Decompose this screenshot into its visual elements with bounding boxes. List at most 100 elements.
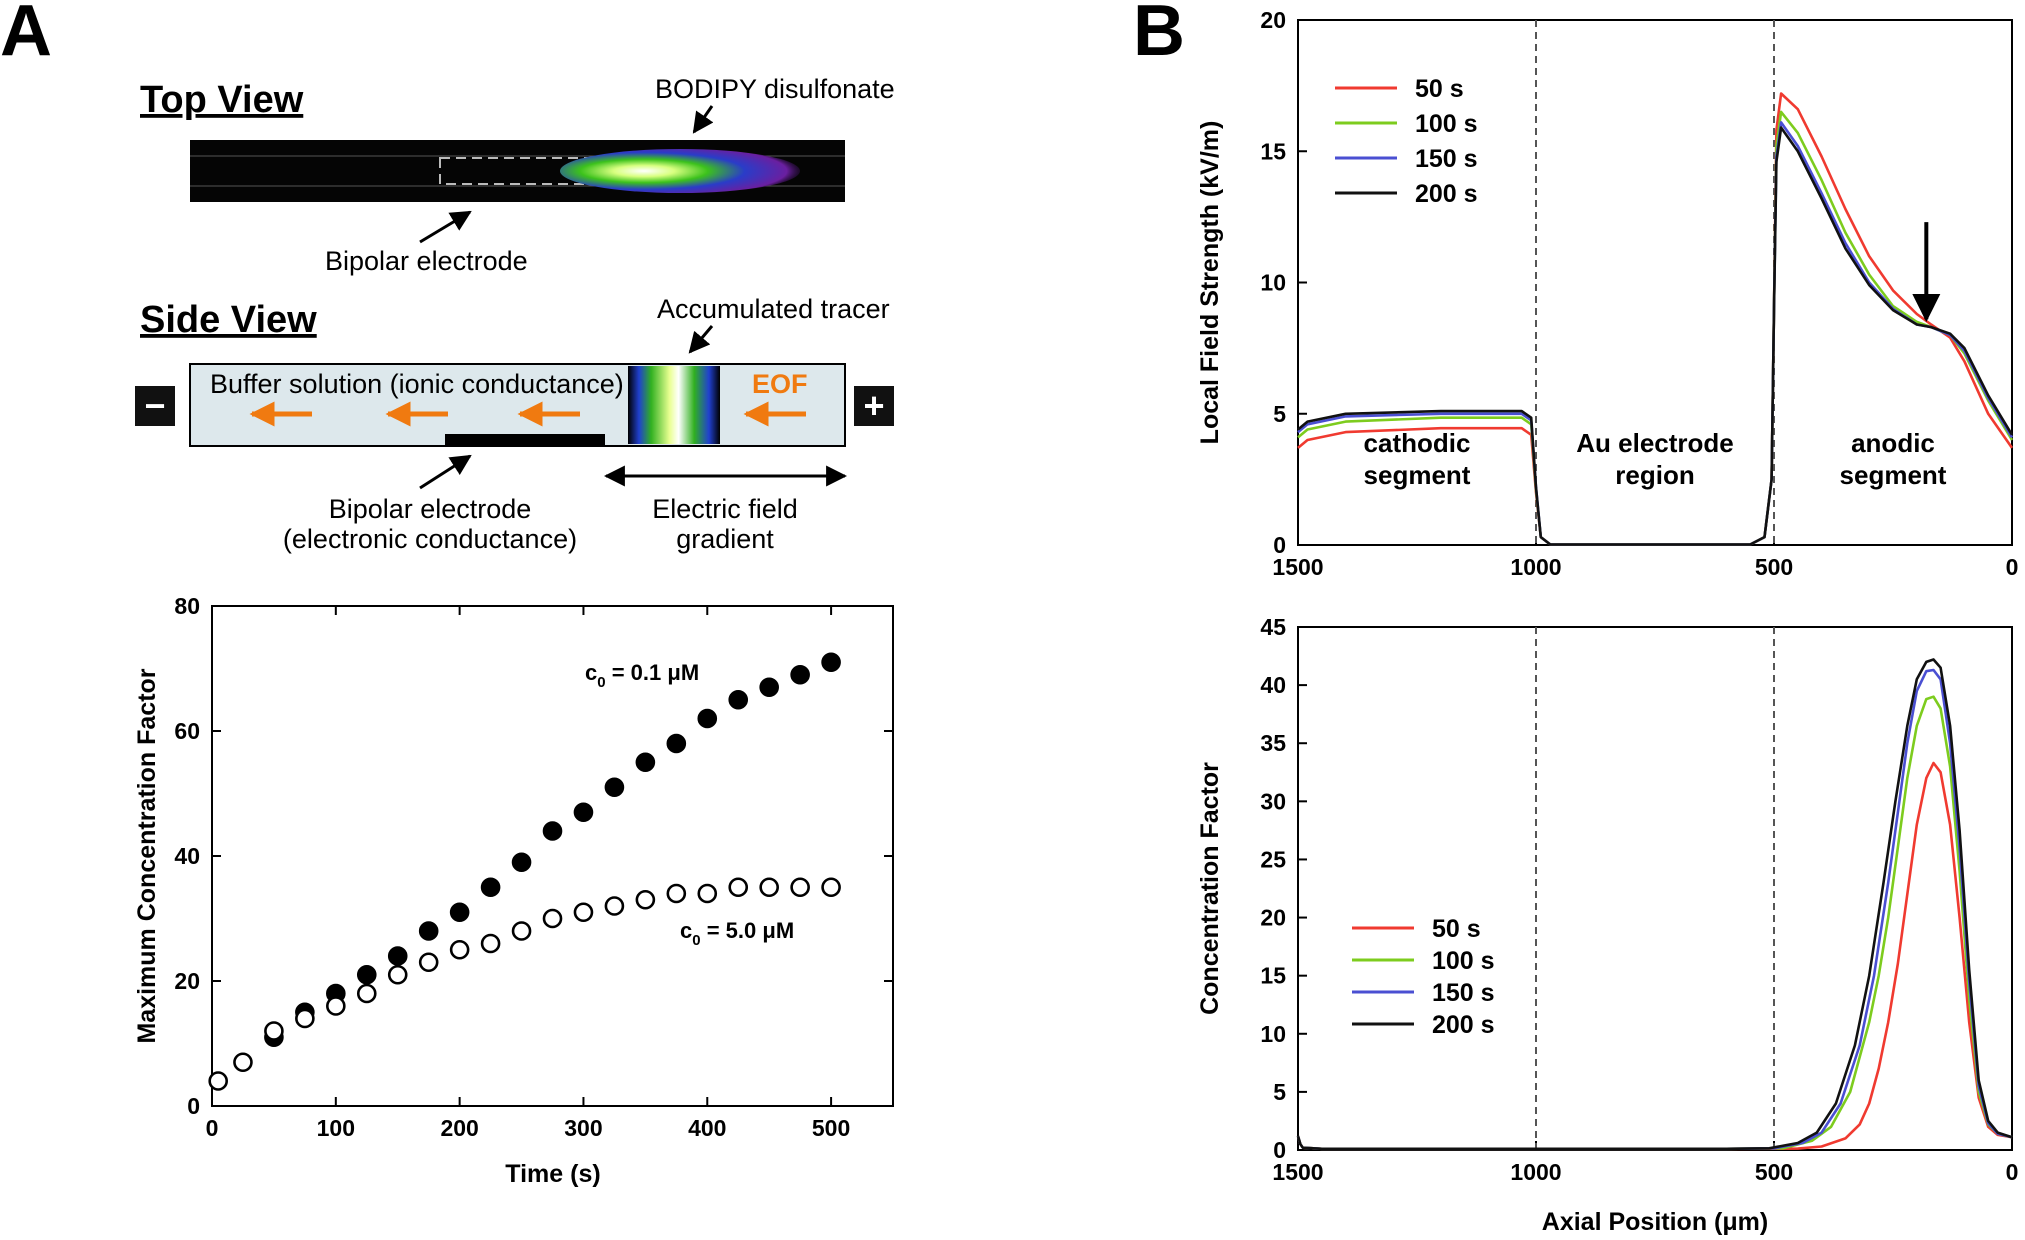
panel-letter-b: B <box>1133 0 1185 71</box>
data-point <box>542 821 563 841</box>
bodipy-arrow <box>692 105 714 134</box>
data-point <box>759 677 779 698</box>
field-strength-chart: 1500 1000 500 0 0 5 10 15 20 Local Field Strength… <box>1196 7 2018 580</box>
data-point <box>790 877 810 898</box>
panel-letter-a: A <box>0 0 52 71</box>
x-tick-label: 500 <box>1755 1159 1793 1185</box>
y-tick-label: 0 <box>1273 532 1286 558</box>
data-point <box>635 752 656 773</box>
minus-terminal <box>135 386 175 426</box>
x-tick-label: 400 <box>688 1115 726 1141</box>
bodipy-label: BODIPY disulfonate <box>655 74 895 104</box>
accumulated-arrow <box>688 325 714 354</box>
top-view-title: Top View <box>140 79 304 121</box>
data-point <box>821 652 841 673</box>
series-label: c0 = 0.1 μM <box>585 660 699 691</box>
x-tick-label: 0 <box>2006 1159 2019 1185</box>
data-point <box>449 902 470 923</box>
x-axis-title: Time (s) <box>505 1160 600 1188</box>
data-point <box>233 1052 253 1073</box>
data-point <box>759 877 779 898</box>
bipolar-top-arrow <box>419 210 472 244</box>
accumulated-tracer-band <box>628 366 720 444</box>
x-tick-label: 500 <box>812 1115 850 1141</box>
data-point <box>728 689 749 710</box>
data-point <box>480 933 501 954</box>
bipolar-side-label-1: Bipolar electrode <box>329 494 532 524</box>
region-label: region <box>1615 460 1694 490</box>
max-concentration-chart: 0 100 200 300 400 500 0 20 40 60 80 Time (s) Maximum… <box>133 593 894 1188</box>
series-line-200s <box>1297 126 2014 546</box>
series-line-200s <box>1296 658 2013 1151</box>
bipolar-electrode-side <box>445 434 605 446</box>
plot-frame <box>1297 626 2013 1151</box>
y-tick-label: 20 <box>174 968 200 994</box>
data-point <box>326 996 346 1016</box>
data-point <box>697 708 718 729</box>
data-point <box>697 883 718 904</box>
data-point <box>356 964 377 985</box>
y-tick-label: 0 <box>1273 1137 1286 1163</box>
y-axis-title: Local Field Strength (kV/m) <box>1196 121 1224 445</box>
y-tick-label: 40 <box>1260 672 1286 698</box>
plot-frame <box>211 605 894 1107</box>
y-tick-label: 15 <box>1260 138 1286 164</box>
series-c0-5.0uM <box>208 877 841 1091</box>
data-point <box>449 939 470 960</box>
y-tick-label: 45 <box>1260 614 1286 640</box>
y-tick-label: 25 <box>1260 846 1286 872</box>
data-point <box>728 877 749 898</box>
legend-label: 50 s <box>1432 915 1481 943</box>
data-point <box>604 777 625 798</box>
x-tick-label: 100 <box>317 1115 355 1141</box>
data-point <box>635 889 656 910</box>
y-tick-label: 20 <box>1260 7 1286 33</box>
x-axis-title: Axial Position (μm) <box>1542 1208 1768 1236</box>
x-tick-label: 200 <box>440 1115 478 1141</box>
side-view-diagram: Side View Accumulated tracer Buffer solu… <box>135 294 894 554</box>
side-view-title: Side View <box>140 299 317 341</box>
region-label: segment <box>1840 460 1947 490</box>
series-label: c0 = 5.0 μM <box>680 918 794 949</box>
x-tick-label: 0 <box>206 1115 219 1141</box>
y-axis-title: Maximum Concentration Factor <box>133 668 161 1043</box>
y-tick-label: 35 <box>1260 730 1286 756</box>
accumulated-label: Accumulated tracer <box>657 294 890 324</box>
y-tick-label: 5 <box>1273 1079 1286 1105</box>
y-tick-label: 10 <box>1260 1021 1286 1047</box>
plus-sign: + <box>863 385 884 426</box>
legend-label: 100 s <box>1415 110 1478 138</box>
y-tick-label: 60 <box>174 718 200 744</box>
x-tick-label: 1500 <box>1272 1159 1323 1185</box>
buffer-solution-label: Buffer solution (ionic conductance) <box>210 369 624 399</box>
y-tick-label: 10 <box>1260 270 1286 296</box>
y-tick-label: 80 <box>174 593 200 619</box>
field-gradient-label-2: gradient <box>676 524 774 554</box>
region-label: cathodic <box>1364 428 1471 458</box>
y-tick-label: 0 <box>187 1093 200 1119</box>
data-point <box>821 877 841 898</box>
eof-label: EOF <box>752 369 808 399</box>
data-point <box>418 952 439 973</box>
data-point <box>666 883 687 904</box>
data-point <box>790 664 810 685</box>
series-line-50s <box>1296 761 2013 1151</box>
bipolar-side-arrow <box>419 454 472 490</box>
legend-label: 100 s <box>1432 947 1495 975</box>
plus-terminal <box>854 386 894 426</box>
data-point <box>573 902 594 923</box>
y-tick-label: 20 <box>1260 905 1286 931</box>
region-label: Au electrode <box>1576 428 1734 458</box>
minus-sign: − <box>144 385 165 426</box>
x-tick-label: 1000 <box>1510 1159 1561 1185</box>
data-point <box>264 1021 284 1041</box>
data-point <box>573 802 594 823</box>
y-axis-title: Concentration Factor <box>1196 762 1224 1015</box>
legend-label: 200 s <box>1415 180 1478 208</box>
legend-label: 200 s <box>1432 1011 1495 1039</box>
x-tick-label: 500 <box>1755 554 1793 580</box>
bipolar-electrode-top-label: Bipolar electrode <box>325 246 528 276</box>
data-point <box>480 877 501 898</box>
region-label: segment <box>1364 460 1471 490</box>
